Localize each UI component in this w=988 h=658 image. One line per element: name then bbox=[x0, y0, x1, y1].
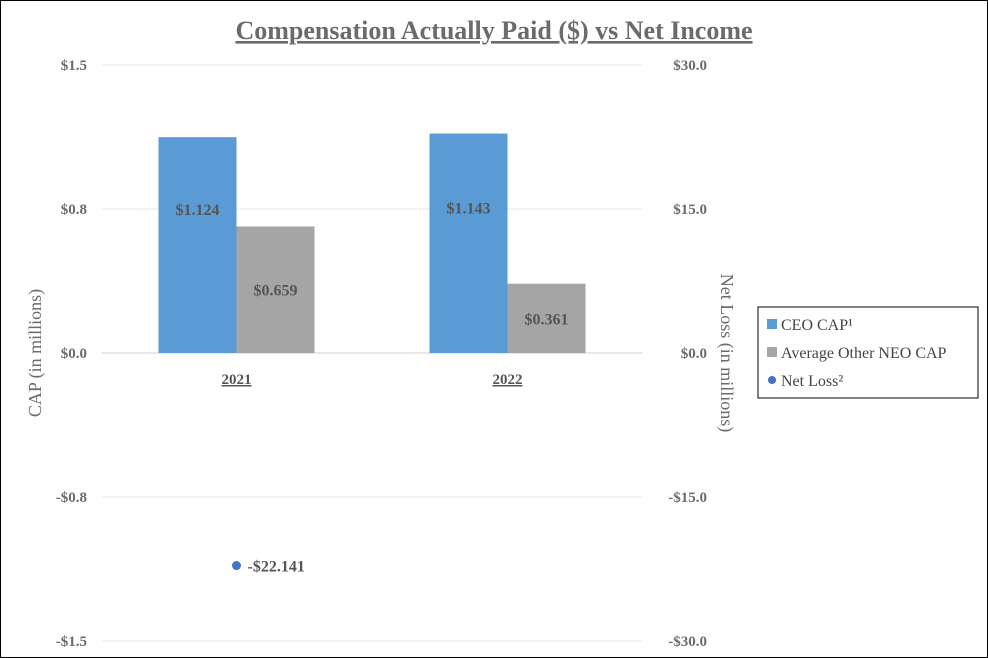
data-labels: $1.124 $0.659 -$22.141 $1.143 $0.361 bbox=[176, 200, 569, 575]
y-tick-label: $1.5 bbox=[61, 58, 87, 74]
y-tick-label: $0.8 bbox=[61, 202, 87, 218]
bars bbox=[158, 133, 586, 353]
data-label: $0.659 bbox=[254, 283, 298, 300]
y-tick-label: -$0.8 bbox=[56, 490, 87, 506]
y2-tick-label: $0.0 bbox=[681, 346, 707, 362]
y2-axis-title: Net Loss (in millions) bbox=[716, 274, 737, 433]
points bbox=[232, 561, 241, 571]
right-axis-ticks: $30.0 $15.0 $0.0 -$15.0 -$30.0 bbox=[668, 58, 707, 650]
legend-entry: Net Loss² bbox=[781, 373, 843, 390]
y2-tick-label: $15.0 bbox=[673, 202, 707, 218]
y-tick-label: $0.0 bbox=[61, 346, 87, 362]
legend-swatch bbox=[767, 319, 777, 329]
category-label: 2022 bbox=[493, 372, 523, 388]
data-label: -$22.141 bbox=[248, 559, 305, 576]
legend-entry: CEO CAP¹ bbox=[781, 317, 853, 334]
legend-box bbox=[757, 306, 979, 399]
data-label: $0.361 bbox=[525, 311, 569, 328]
bar bbox=[236, 226, 315, 353]
data-label: $1.124 bbox=[176, 202, 220, 219]
y2-tick-label: -$15.0 bbox=[668, 490, 707, 506]
chart-title: Compensation Actually Paid ($) vs Net In… bbox=[235, 16, 752, 45]
y2-tick-label: -$30.0 bbox=[668, 634, 707, 650]
category-label: 2021 bbox=[222, 372, 252, 388]
y-tick-label: -$1.5 bbox=[56, 634, 87, 650]
legend-marker bbox=[768, 376, 776, 384]
legend: CEO CAP¹ Average Other NEO CAP Net Loss² bbox=[757, 306, 979, 399]
left-axis-ticks: $1.5 $0.8 $0.0 -$0.8 -$1.5 bbox=[56, 58, 87, 650]
y-axis-title: CAP (in millions) bbox=[25, 289, 46, 417]
category-labels: 2021 2022 bbox=[222, 372, 523, 388]
bar bbox=[429, 133, 508, 353]
net-loss-point bbox=[232, 561, 241, 571]
legend-swatch bbox=[767, 347, 777, 357]
legend-entry: Average Other NEO CAP bbox=[781, 345, 947, 362]
bar bbox=[158, 137, 237, 353]
bar bbox=[507, 283, 586, 353]
data-label: $1.143 bbox=[447, 200, 491, 217]
y2-tick-label: $30.0 bbox=[673, 58, 707, 74]
